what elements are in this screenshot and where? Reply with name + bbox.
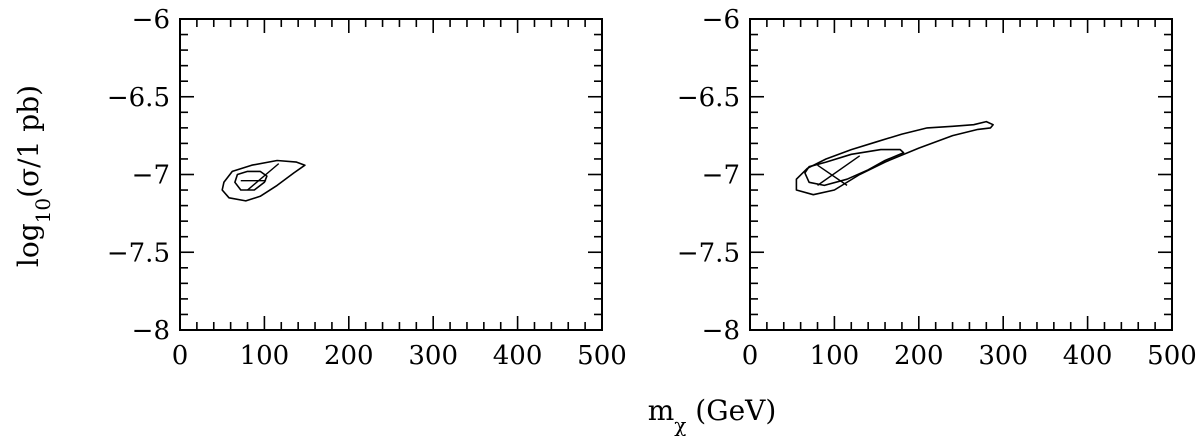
x-tick-label: 500 bbox=[577, 341, 627, 371]
x-tick-label: 400 bbox=[493, 341, 543, 371]
y-tick-label: −7.5 bbox=[107, 238, 170, 268]
plot-frame bbox=[749, 18, 1173, 331]
left-panel: 0 100 200 300 400 500 −6 −6.5 −7 −7.5 −8 bbox=[107, 5, 627, 371]
contour-outer bbox=[221, 159, 306, 202]
plot-frame bbox=[179, 18, 603, 331]
y-tick-label: −6 bbox=[132, 5, 170, 35]
y-axis-label: log10(σ/1 pb) bbox=[12, 85, 55, 267]
y-tick-label: −7 bbox=[702, 161, 740, 191]
y-tick-label: −6.5 bbox=[107, 83, 170, 113]
right-panel: 0 100 200 300 400 500 −6 −6.5 −7 −7.5 −8 bbox=[677, 5, 1197, 371]
contour-inner bbox=[234, 170, 268, 191]
x-tick-label: 0 bbox=[172, 341, 189, 371]
x-tick-label: 300 bbox=[408, 341, 458, 371]
y-tick-label: −7.5 bbox=[677, 238, 740, 268]
x-tick-label: 0 bbox=[742, 341, 759, 371]
contour-outer bbox=[795, 120, 994, 196]
y-tick-label: −6 bbox=[702, 5, 740, 35]
x-tick-label: 400 bbox=[1063, 341, 1113, 371]
x-axis-label: mχ (GeV) bbox=[648, 394, 777, 437]
best-fit-line bbox=[247, 163, 280, 191]
x-tick-label: 200 bbox=[894, 341, 944, 371]
y-tick-label: −8 bbox=[702, 316, 740, 346]
y-tick-label: −6.5 bbox=[677, 83, 740, 113]
best-fit-line bbox=[817, 155, 861, 186]
x-tick-label: 300 bbox=[978, 341, 1028, 371]
y-tick-label: −7 bbox=[132, 161, 170, 191]
x-tick-label: 100 bbox=[810, 341, 860, 371]
x-tick-label: 500 bbox=[1147, 341, 1197, 371]
contour-inner bbox=[804, 148, 905, 187]
x-tick-label: 200 bbox=[324, 341, 374, 371]
y-tick-label: −8 bbox=[132, 316, 170, 346]
x-tick-label: 100 bbox=[240, 341, 290, 371]
